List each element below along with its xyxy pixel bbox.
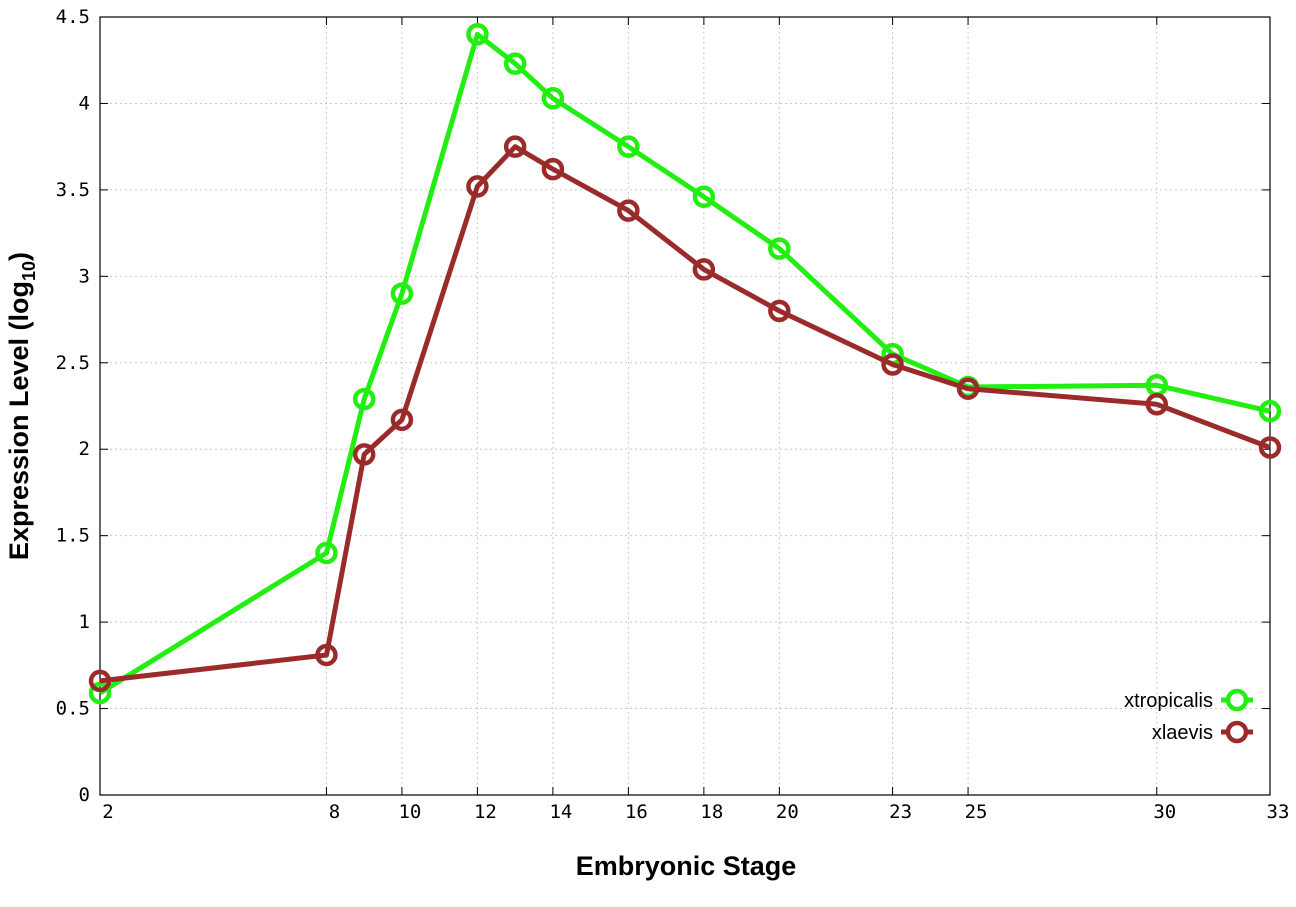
- legend: xtropicalis xlaevis: [1124, 688, 1253, 744]
- y-tick-label: 4: [79, 92, 90, 114]
- y-tick-label: 4.5: [56, 6, 90, 28]
- x-tick-label: 25: [965, 801, 988, 823]
- y-tick-label: 0.5: [56, 698, 90, 720]
- data-point-xlaevis: [692, 258, 716, 281]
- data-point-xlaevis: [315, 643, 338, 667]
- y-tick-label: 2: [79, 438, 90, 460]
- x-tick-label: 8: [329, 801, 340, 823]
- y-tick-label: 1.5: [56, 525, 90, 547]
- plot-frame: [99, 16, 1271, 796]
- y-axis-title-close: ): [4, 252, 34, 261]
- data-point-xtropicalis: [692, 185, 716, 209]
- data-point-xtropicalis: [541, 87, 565, 110]
- x-tick-label: 16: [625, 801, 648, 823]
- series-xlaevis: [88, 135, 1282, 693]
- y-axis-title-main: Expression Level (log: [4, 281, 34, 560]
- data-point-xlaevis: [1145, 393, 1169, 416]
- series-line-xlaevis: [99, 144, 1271, 684]
- data-point-xtropicalis: [503, 52, 527, 75]
- y-tick-label: 3: [79, 265, 90, 287]
- data-point-xlaevis: [617, 199, 640, 222]
- y-axis-title-subscript: 10: [19, 261, 39, 281]
- data-point-xtropicalis: [88, 681, 112, 705]
- x-tick-label: 18: [700, 801, 723, 823]
- data-point-xtropicalis: [466, 23, 489, 46]
- data-point-xtropicalis: [1258, 399, 1282, 423]
- x-tick-label: 33: [1267, 801, 1290, 823]
- data-point-xlaevis: [390, 408, 414, 432]
- data-point-xlaevis: [503, 135, 527, 158]
- data-point-xlaevis: [88, 669, 112, 693]
- data-point-xtropicalis: [617, 135, 640, 158]
- data-point-xtropicalis: [352, 387, 376, 411]
- series-line-xtropicalis: [98, 31, 1271, 696]
- x-tick-label: 10: [398, 801, 421, 823]
- data-point-xlaevis: [466, 175, 489, 198]
- data-point-xlaevis: [881, 353, 904, 376]
- data-point-xlaevis: [541, 157, 565, 181]
- series-layer: [88, 23, 1282, 705]
- x-axis-title: Embryonic Stage: [576, 851, 797, 881]
- axis-ticks: 0 0.5 1 1.5 2 2.5 3 3.5 4 4.5 2 8 10 12 14 16 18 20 23 25 30…: [56, 6, 1290, 823]
- y-tick-label: 0: [79, 784, 90, 806]
- data-point-xtropicalis: [390, 282, 414, 305]
- y-tick-label: 3.5: [56, 179, 90, 201]
- grid: [100, 17, 1270, 795]
- legend-label-xtropicalis: xtropicalis: [1124, 690, 1213, 712]
- x-tick-label: 14: [549, 801, 572, 823]
- y-axis-title: Expression Level (log10): [4, 252, 39, 560]
- x-tick-label: 2: [102, 801, 113, 823]
- y-tick-label: 2.5: [56, 352, 90, 374]
- series-xtropicalis: [88, 23, 1282, 705]
- data-point-xlaevis: [352, 443, 376, 466]
- y-tick-label: 1: [79, 611, 90, 633]
- x-tick-label: 23: [889, 801, 912, 823]
- legend-marker-xtropicalis: [1225, 688, 1249, 712]
- data-point-xlaevis: [956, 377, 980, 400]
- data-point-xlaevis: [768, 299, 791, 323]
- legend-marker-xlaevis: [1225, 720, 1249, 744]
- data-point-xlaevis: [1258, 436, 1282, 459]
- x-tick-label: 30: [1153, 801, 1176, 823]
- x-tick-label: 12: [474, 801, 497, 823]
- data-point-xtropicalis: [315, 541, 338, 565]
- data-point-xtropicalis: [768, 237, 791, 260]
- legend-label-xlaevis: xlaevis: [1152, 722, 1213, 744]
- x-tick-label: 20: [776, 801, 799, 823]
